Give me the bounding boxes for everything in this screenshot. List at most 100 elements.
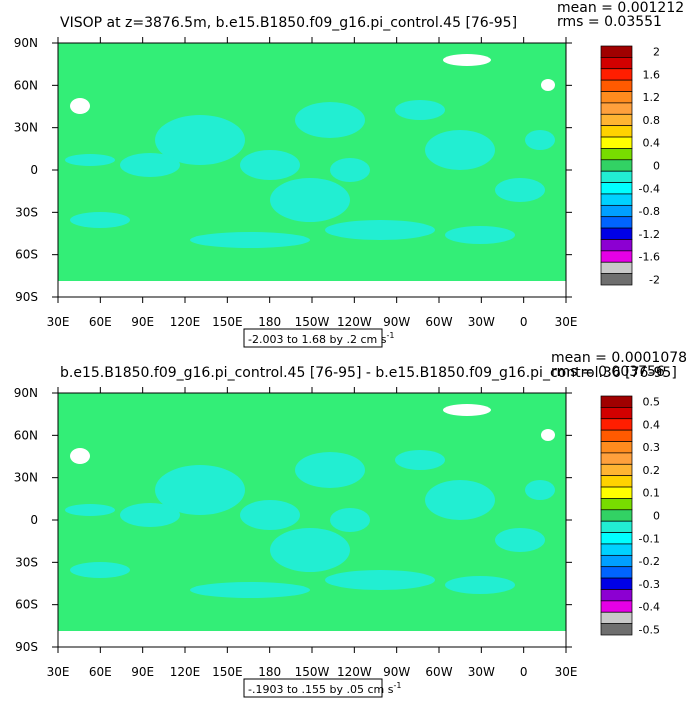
lon-label: 60W <box>425 665 452 679</box>
anomaly-region <box>425 130 495 170</box>
anomaly-region <box>330 158 370 182</box>
range-label: -.1903 to .155 by .05 cm s-1 <box>248 681 401 696</box>
lat-label: 0 <box>30 163 38 177</box>
land-mask <box>541 79 555 91</box>
lon-label: 30E <box>47 315 70 329</box>
colorbar-label: 2 <box>653 46 660 59</box>
colorbar-label: 0.5 <box>643 396 661 409</box>
anomaly-region <box>295 452 365 488</box>
lon-label: 0 <box>520 315 528 329</box>
range-box <box>243 678 383 698</box>
colorbar-box <box>600 273 633 286</box>
colorbar-box <box>600 125 633 138</box>
lat-label: 60S <box>15 598 38 612</box>
lon-label: 90W <box>383 665 410 679</box>
lat-label: 0 <box>30 513 38 527</box>
colorbar-label: 0.3 <box>643 441 661 454</box>
anomaly-region <box>120 153 180 177</box>
colorbar-label: 0 <box>653 510 660 523</box>
colorbar-box <box>600 429 633 442</box>
colorbar-box <box>600 577 633 590</box>
lon-label: 30E <box>47 665 70 679</box>
colorbar-box <box>600 463 633 477</box>
lon-label: 60E <box>89 315 112 329</box>
lat-label: 60N <box>14 428 38 442</box>
colorbar-box <box>600 554 633 568</box>
lon-label: 180 <box>258 665 281 679</box>
colorbar-box <box>600 589 633 602</box>
colorbar-box <box>600 91 633 104</box>
colorbar-label: -0.5 <box>639 623 660 636</box>
anomaly-region <box>525 480 555 500</box>
land-mask <box>58 631 566 647</box>
anomaly-region <box>65 504 115 516</box>
anomaly-region <box>120 503 180 527</box>
colorbar-label: -0.4 <box>639 601 660 614</box>
rms-label: rms = 0.003756 <box>551 364 665 380</box>
anomaly-region <box>325 220 435 240</box>
colorbar-label: -1.2 <box>639 228 660 241</box>
lat-label: 30S <box>15 205 38 219</box>
lat-label: 90S <box>15 640 38 654</box>
map-panel: b.e15.B1850.f09_g16.pi_control.45 [76-95… <box>14 350 687 698</box>
lat-label: 60N <box>14 78 38 92</box>
colorbar-label: -0.8 <box>639 205 660 218</box>
colorbar-label: 1.6 <box>643 68 661 81</box>
colorbar-box <box>600 250 633 263</box>
lat-label: 30N <box>14 121 38 135</box>
lon-label: 30W <box>468 315 495 329</box>
lat-label: 60S <box>15 248 38 262</box>
colorbar-box <box>600 418 633 431</box>
colorbar-label: -1.6 <box>639 251 660 264</box>
anomaly-region <box>330 508 370 532</box>
anomaly-region <box>495 528 545 552</box>
colorbar-box <box>600 509 633 522</box>
colorbar-box <box>600 600 633 613</box>
colorbar-label: 1.2 <box>643 91 661 104</box>
anomaly-region <box>395 100 445 120</box>
anomaly-region <box>240 500 300 530</box>
anomaly-region <box>495 178 545 202</box>
range-box <box>243 328 383 348</box>
lat-label: 30N <box>14 471 38 485</box>
colorbar-box <box>600 216 633 229</box>
colorbar-box <box>600 159 633 172</box>
colorbar-box <box>600 543 633 556</box>
land-mask <box>58 281 566 297</box>
colorbar-label: 0.1 <box>643 487 661 500</box>
colorbar-box <box>600 227 633 240</box>
range-text: -2.003 to 1.68 by .2 cm s <box>248 333 387 346</box>
colorbar-box <box>600 486 633 499</box>
colorbar-box <box>600 239 633 252</box>
colorbar-box <box>600 520 633 533</box>
colorbar-box <box>600 498 633 511</box>
lon-label: 120E <box>170 665 201 679</box>
lon-label: 180 <box>258 315 281 329</box>
colorbar-box <box>600 532 633 545</box>
anomaly-region <box>295 102 365 138</box>
lon-label: 120E <box>170 315 201 329</box>
map-panel: VISOP at z=3876.5m, b.e15.B1850.f09_g16.… <box>14 0 684 348</box>
land-mask <box>70 448 90 464</box>
lon-label: 120W <box>337 665 372 679</box>
land-mask <box>541 429 555 441</box>
colorbar-box <box>600 261 633 274</box>
lat-label: 90N <box>14 36 38 50</box>
range-text: -.1903 to .155 by .05 cm s <box>248 683 394 696</box>
lon-label: 150W <box>295 665 330 679</box>
anomaly-region <box>70 562 130 578</box>
colorbar-box <box>600 102 633 115</box>
colorbar-box <box>600 566 633 579</box>
lon-label: 30E <box>555 665 578 679</box>
lon-label: 60E <box>89 665 112 679</box>
colorbar-box <box>600 136 633 149</box>
lat-label: 30S <box>15 555 38 569</box>
anomaly-region <box>425 480 495 520</box>
colorbar-label: -0.4 <box>639 182 660 195</box>
colorbar-box <box>600 79 633 92</box>
anomaly-region <box>190 232 310 248</box>
anomaly-region <box>240 150 300 180</box>
mean-label: mean = 0.001212 <box>557 0 684 16</box>
colorbar-box <box>600 113 633 127</box>
lon-label: 90E <box>131 665 154 679</box>
